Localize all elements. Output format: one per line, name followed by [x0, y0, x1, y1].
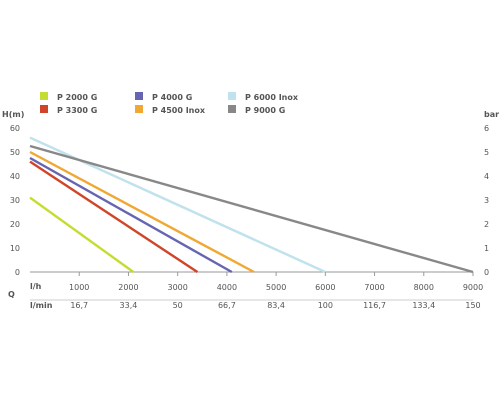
- y-right-axis-title: bar: [484, 110, 499, 119]
- legend: P 2000 G P 4000 G P 6000 Inox P 3300 G P 450…: [40, 92, 299, 115]
- x-tick-label-lh: 5000: [266, 283, 286, 292]
- series-line: [29, 156, 233, 274]
- x-tick-label-lmin: 50: [173, 301, 183, 310]
- x-tick-label-lmin: 33,4: [120, 301, 138, 310]
- x-tick-label-lmin: 16,7: [70, 301, 88, 310]
- y-right-tick-label: 3: [484, 196, 489, 205]
- legend-label: P 4000 G: [152, 93, 192, 102]
- series-line: [29, 160, 199, 274]
- y-right-tick-label: 2: [484, 220, 489, 229]
- tick-labels: 0 10 20 30 40 50 60 0 1 2 3 4 5 6 1000 16,7 2000 33,4 3000…: [10, 124, 489, 310]
- series-line: [29, 196, 135, 273]
- x-tick-label-lh: 8000: [414, 283, 434, 292]
- legend-swatch: [135, 105, 143, 113]
- legend-label: P 2000 G: [57, 93, 97, 102]
- y-right-tick-label: 1: [484, 244, 489, 253]
- legend-swatch: [228, 92, 236, 100]
- x-axis-units-lmin: l/min: [30, 301, 53, 310]
- series-lines: [29, 136, 474, 274]
- y-right-tick-label: 4: [484, 172, 489, 181]
- series-line: [29, 144, 474, 274]
- x-axis-row-label: Q: [8, 290, 15, 299]
- x-tick-label-lh: 7000: [364, 283, 384, 292]
- x-tick-label-lh: 2000: [118, 283, 138, 292]
- legend-label: P 6000 Inox: [245, 93, 299, 102]
- y-right-tick-label: 6: [484, 124, 489, 133]
- legend-swatch: [228, 105, 236, 113]
- y-left-tick-label: 10: [10, 244, 20, 253]
- legend-swatch: [135, 92, 143, 100]
- legend-label: P 4500 Inox: [152, 106, 206, 115]
- y-right-tick-label: 0: [484, 268, 489, 277]
- y-left-tick-label: 40: [10, 172, 20, 181]
- series-line: [29, 150, 255, 274]
- legend-label: P 9000 G: [245, 106, 285, 115]
- x-tick-label-lmin: 83,4: [267, 301, 285, 310]
- legend-swatch: [40, 92, 48, 100]
- axes: H(m) bar Q l/h l/min: [2, 110, 499, 310]
- legend-swatch: [40, 105, 48, 113]
- x-tick-label-lh: 3000: [167, 283, 187, 292]
- y-left-tick-label: 20: [10, 220, 20, 229]
- y-left-axis-title: H(m): [2, 110, 24, 119]
- x-tick-label-lmin: 150: [465, 301, 480, 310]
- legend-label: P 3300 G: [57, 106, 97, 115]
- x-tick-label-lmin: 116,7: [363, 301, 386, 310]
- x-tick-label-lh: 9000: [463, 283, 483, 292]
- y-left-tick-label: 0: [15, 268, 20, 277]
- x-axis-units-lh: l/h: [30, 282, 42, 291]
- y-left-tick-label: 50: [10, 148, 20, 157]
- y-right-tick-label: 5: [484, 148, 489, 157]
- y-left-tick-label: 30: [10, 196, 20, 205]
- x-tick-label-lmin: 100: [318, 301, 333, 310]
- x-tick-label-lh: 1000: [69, 283, 89, 292]
- x-tick-label-lmin: 66,7: [218, 301, 236, 310]
- x-tick-label-lh: 6000: [315, 283, 335, 292]
- y-left-tick-label: 60: [10, 124, 20, 133]
- x-tick-label-lh: 4000: [217, 283, 237, 292]
- x-tick-label-lmin: 133,4: [412, 301, 435, 310]
